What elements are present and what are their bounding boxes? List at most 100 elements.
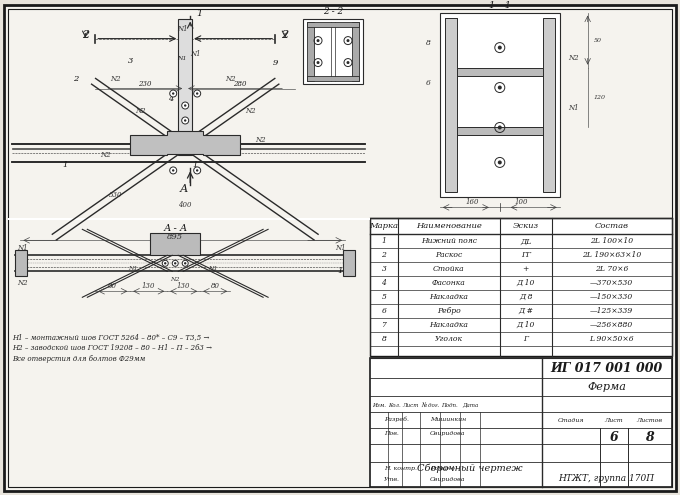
Bar bbox=[307, 76, 359, 81]
Text: N1: N1 bbox=[17, 245, 28, 252]
Circle shape bbox=[174, 262, 176, 264]
Text: 280: 280 bbox=[233, 80, 247, 88]
Bar bbox=[8, 218, 370, 328]
Text: Накладка: Накладка bbox=[429, 321, 469, 329]
Text: 4: 4 bbox=[381, 279, 386, 287]
Text: 8: 8 bbox=[426, 39, 430, 47]
Text: N1: N1 bbox=[335, 245, 345, 252]
Text: 1 - 1: 1 - 1 bbox=[489, 1, 511, 10]
Text: 1: 1 bbox=[381, 237, 386, 246]
Text: Листов: Листов bbox=[636, 418, 662, 423]
Text: № дог.: № дог. bbox=[421, 402, 439, 407]
Circle shape bbox=[194, 167, 201, 174]
Text: 2L 190×63×10: 2L 190×63×10 bbox=[582, 251, 641, 259]
Circle shape bbox=[498, 126, 502, 130]
Circle shape bbox=[172, 169, 174, 172]
Text: Д 10: Д 10 bbox=[517, 321, 535, 329]
Text: 2: 2 bbox=[73, 75, 78, 83]
Text: 160: 160 bbox=[465, 198, 479, 206]
Text: Пов.: Пов. bbox=[384, 431, 398, 436]
Text: 120: 120 bbox=[594, 95, 606, 100]
Bar bbox=[440, 13, 560, 198]
Text: Подп.: Подп. bbox=[441, 402, 458, 407]
Bar bbox=[16, 250, 27, 276]
Circle shape bbox=[170, 167, 177, 174]
Text: N1: N1 bbox=[177, 25, 188, 33]
Circle shape bbox=[172, 260, 178, 266]
Text: 50: 50 bbox=[594, 38, 602, 43]
Text: Кол.: Кол. bbox=[388, 402, 401, 407]
Bar bbox=[8, 8, 370, 223]
Text: 8: 8 bbox=[645, 431, 654, 444]
Text: 2L 70×6: 2L 70×6 bbox=[595, 265, 628, 273]
Text: 4: 4 bbox=[167, 95, 173, 102]
Circle shape bbox=[182, 117, 188, 124]
Bar bbox=[150, 233, 200, 255]
Bar bbox=[543, 18, 555, 193]
Text: L 90×50×6: L 90×50×6 bbox=[590, 335, 634, 343]
Text: Н. контр.: Н. контр. bbox=[384, 465, 417, 471]
Text: 230: 230 bbox=[139, 80, 152, 88]
Text: +: + bbox=[522, 265, 529, 273]
Text: Стадия: Стадия bbox=[558, 418, 584, 423]
Text: ГГ: ГГ bbox=[521, 251, 531, 259]
Text: 80: 80 bbox=[108, 282, 117, 290]
Text: Ферма: Ферма bbox=[588, 382, 626, 392]
Text: Лист: Лист bbox=[605, 418, 623, 423]
Text: Ребро: Ребро bbox=[437, 307, 461, 315]
Circle shape bbox=[170, 90, 177, 97]
Text: 400: 400 bbox=[178, 201, 192, 209]
Circle shape bbox=[498, 86, 502, 90]
Text: 895: 895 bbox=[167, 233, 184, 242]
Text: Изм.: Изм. bbox=[372, 402, 386, 407]
Circle shape bbox=[184, 262, 186, 264]
Circle shape bbox=[498, 46, 502, 50]
Text: Н2 – заводской шов ГОСТ 19208 – 80 – Н1 – П – 2б3 →: Н2 – заводской шов ГОСТ 19208 – 80 – Н1 … bbox=[12, 344, 212, 352]
Text: Романо: Романо bbox=[430, 465, 455, 471]
Text: 1: 1 bbox=[192, 161, 198, 169]
Text: 6: 6 bbox=[381, 307, 386, 315]
Text: 3: 3 bbox=[381, 265, 386, 273]
Circle shape bbox=[196, 169, 199, 172]
Bar bbox=[370, 218, 672, 356]
Text: НТЖТ, группа 170П: НТЖТ, группа 170П bbox=[558, 474, 655, 483]
Text: N2: N2 bbox=[135, 106, 146, 114]
Circle shape bbox=[316, 61, 320, 64]
Text: Лист: Лист bbox=[403, 402, 419, 407]
Text: Уголок: Уголок bbox=[435, 335, 463, 343]
Text: 3: 3 bbox=[128, 56, 133, 64]
Text: Дата: Дата bbox=[462, 402, 478, 407]
Text: 2: 2 bbox=[82, 30, 89, 40]
Circle shape bbox=[163, 260, 168, 266]
Text: 1: 1 bbox=[337, 267, 343, 275]
Text: Накладка: Накладка bbox=[429, 293, 469, 301]
Bar bbox=[307, 22, 314, 81]
Circle shape bbox=[172, 93, 174, 95]
Circle shape bbox=[498, 160, 502, 164]
Text: Разреб.: Разреб. bbox=[384, 416, 409, 422]
Text: N1: N1 bbox=[190, 50, 201, 57]
Text: 2: 2 bbox=[381, 251, 386, 259]
Text: Мишинкин: Мишинкин bbox=[430, 417, 466, 422]
Text: N2: N2 bbox=[110, 75, 120, 83]
Text: N2: N2 bbox=[225, 75, 235, 83]
Text: 9: 9 bbox=[273, 58, 277, 66]
Circle shape bbox=[347, 61, 350, 64]
Text: Д 8: Д 8 bbox=[519, 293, 532, 301]
Text: 330: 330 bbox=[109, 192, 122, 199]
Text: —150×330: —150×330 bbox=[590, 293, 633, 301]
Text: Состав: Состав bbox=[594, 222, 628, 230]
Text: Фасонка: Фасонка bbox=[432, 279, 466, 287]
Text: Нижний пояс: Нижний пояс bbox=[421, 237, 477, 246]
Bar bbox=[457, 67, 543, 76]
Text: 130: 130 bbox=[177, 282, 190, 290]
Text: Свиридова: Свиридова bbox=[430, 477, 465, 482]
Text: Стойка: Стойка bbox=[433, 265, 464, 273]
Text: А: А bbox=[180, 185, 188, 195]
Text: Сборочный чертеж: Сборочный чертеж bbox=[417, 463, 523, 473]
Text: ДL: ДL bbox=[520, 237, 532, 246]
Text: Д #: Д # bbox=[518, 307, 533, 315]
Text: N2: N2 bbox=[568, 53, 578, 61]
Bar bbox=[8, 218, 370, 220]
Text: N2: N2 bbox=[245, 106, 256, 114]
